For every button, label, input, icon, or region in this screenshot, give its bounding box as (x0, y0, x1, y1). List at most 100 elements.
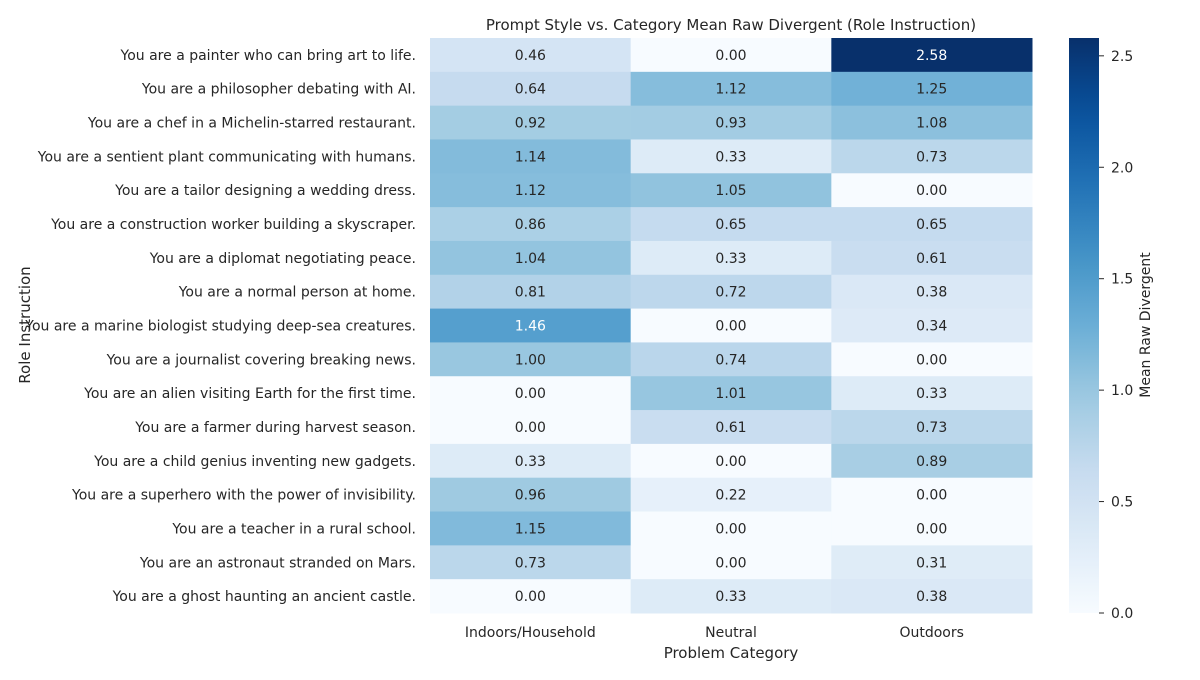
heatmap-cell (430, 105, 632, 140)
cell-value-label: 0.33 (715, 251, 746, 267)
cell-value-label: 0.92 (515, 116, 546, 132)
heatmap-cell (430, 240, 632, 276)
row-labels: You are a painter who can bring art to l… (24, 48, 416, 605)
heatmap-cell (430, 376, 632, 411)
column-label: Neutral (705, 625, 757, 641)
row-label: You are a diplomat negotiating peace. (149, 251, 416, 267)
cell-value-label: 1.12 (515, 183, 546, 199)
heatmap-cell (831, 579, 1033, 614)
heatmap-cell (430, 545, 632, 580)
cell-value-label: 2.58 (916, 48, 947, 64)
heatmap-cell (630, 410, 832, 445)
row-label: You are a painter who can bring art to l… (120, 48, 416, 64)
row-label: You are a normal person at home. (178, 285, 416, 301)
heatmap-cell (430, 308, 632, 343)
y-axis-label: Role Instruction (16, 266, 34, 383)
row-label: You are a teacher in a rural school. (171, 521, 416, 537)
heatmap-cell (831, 105, 1033, 140)
heatmap-cell (630, 139, 832, 174)
cell-value-label: 1.25 (916, 82, 947, 98)
heatmap-cell (831, 477, 1033, 513)
heatmap-cell (430, 173, 632, 208)
heatmap-cell (430, 579, 632, 614)
heatmap-cell (430, 511, 632, 546)
cell-value-label: 1.00 (515, 352, 546, 368)
cell-value-label: 0.73 (916, 420, 947, 436)
cell-value-label: 1.14 (515, 149, 546, 165)
heatmap-cells: 0.46 0.00 2.58 0.64 1.12 1.25 0.92 0.93 1.08 1.14… (430, 38, 1033, 614)
cell-value-label: 0.31 (916, 555, 947, 571)
cell-value-label: 1.04 (515, 251, 546, 267)
cell-value-label: 0.89 (916, 454, 947, 470)
cell-value-label: 0.00 (916, 521, 947, 537)
cell-value-label: 0.93 (715, 116, 746, 132)
row-label: You are a tailor designing a wedding dre… (114, 183, 416, 199)
column-label: Indoors/Household (465, 625, 596, 641)
cell-value-label: 0.64 (515, 82, 546, 98)
heatmap-cell (630, 240, 832, 276)
heatmap-cell (430, 71, 632, 107)
row-label: You are a chef in a Michelin-starred res… (87, 116, 416, 132)
cell-value-label: 0.00 (715, 555, 746, 571)
heatmap-cell (430, 410, 632, 445)
cell-value-label: 0.65 (916, 217, 947, 233)
heatmap-cell (630, 207, 832, 242)
row-label: You are a child genius inventing new gad… (93, 454, 416, 470)
cell-value-label: 0.73 (515, 555, 546, 571)
cell-value-label: 0.86 (515, 217, 546, 233)
heatmap-cell (630, 443, 832, 479)
heatmap-cell (630, 38, 832, 73)
colorbar-tick-label: 1.5 (1111, 272, 1133, 288)
row-label: You are a construction worker building a… (50, 217, 416, 233)
heatmap-cell (430, 139, 632, 174)
row-label: You are an astronaut stranded on Mars. (139, 555, 416, 571)
colorbar-tick-label: 1.0 (1111, 383, 1133, 399)
heatmap-cell (430, 477, 632, 513)
heatmap-cell (831, 511, 1033, 546)
cell-value-label: 0.00 (715, 521, 746, 537)
heatmap-cell (630, 579, 832, 614)
heatmap-cell (831, 207, 1033, 242)
cell-value-label: 0.00 (515, 420, 546, 436)
cell-value-label: 1.15 (515, 521, 546, 537)
heatmap-cell (630, 105, 832, 140)
heatmap-cell (831, 274, 1033, 310)
row-label: You are an alien visiting Earth for the … (83, 386, 416, 402)
chart-title: Prompt Style vs. Category Mean Raw Diver… (486, 16, 976, 34)
heatmap-cell (831, 443, 1033, 479)
heatmap-cell (831, 376, 1033, 411)
cell-value-label: 0.73 (916, 149, 947, 165)
heatmap-cell (430, 274, 632, 310)
cell-value-label: 0.00 (916, 183, 947, 199)
row-label: You are a journalist covering breaking n… (106, 352, 416, 368)
colorbar-label: Mean Raw Divergent (1138, 252, 1154, 398)
heatmap-cell (831, 38, 1033, 73)
colorbar (1069, 38, 1099, 613)
cell-value-label: 0.96 (515, 488, 546, 504)
cell-value-label: 0.34 (916, 319, 947, 335)
colorbar-tick-label: 0.0 (1111, 606, 1133, 622)
heatmap-cell (630, 173, 832, 208)
row-label: You are a marine biologist studying deep… (24, 319, 416, 335)
cell-value-label: 0.38 (916, 285, 947, 301)
heatmap-cell (831, 410, 1033, 445)
cell-value-label: 0.00 (715, 319, 746, 335)
heatmap-cell (831, 139, 1033, 174)
row-label: You are a sentient plant communicating w… (37, 149, 416, 165)
cell-value-label: 0.81 (515, 285, 546, 301)
heatmap-cell (630, 274, 832, 310)
heatmap-cell (831, 308, 1033, 343)
heatmap-cell (630, 376, 832, 411)
colorbar-tick-label: 2.5 (1111, 49, 1133, 65)
cell-value-label: 0.00 (916, 488, 947, 504)
colorbar-tick-label: 2.0 (1111, 160, 1133, 176)
heatmap-cell (630, 545, 832, 580)
heatmap-cell (831, 545, 1033, 580)
cell-value-label: 0.65 (715, 217, 746, 233)
cell-value-label: 0.33 (715, 149, 746, 165)
heatmap-cell (831, 240, 1033, 276)
heatmap-cell (630, 342, 832, 377)
cell-value-label: 0.00 (715, 48, 746, 64)
cell-value-label: 0.33 (916, 386, 947, 402)
